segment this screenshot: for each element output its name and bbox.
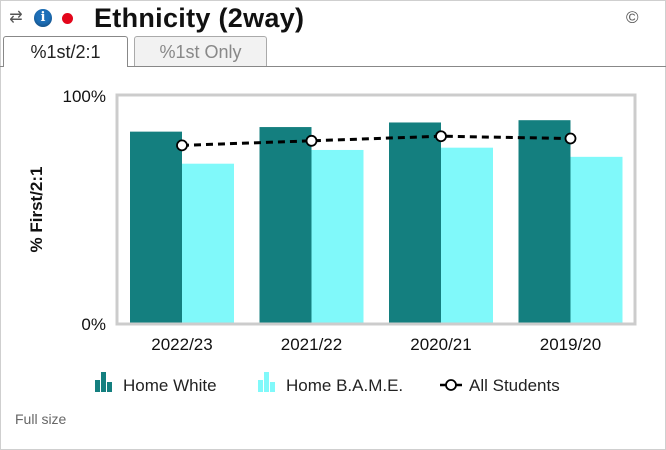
point-all-students-2 bbox=[435, 130, 447, 143]
bar-home-white-1 bbox=[259, 127, 312, 323]
full-size-link[interactable]: Full size bbox=[15, 411, 67, 427]
bar-home-b-a-m-e-2 bbox=[441, 147, 493, 323]
point-all-students-0 bbox=[176, 139, 188, 152]
line-all-students bbox=[181, 134, 571, 147]
tab-first-only[interactable]: %1st Only bbox=[134, 36, 267, 66]
legend-all-students-label: All Students bbox=[469, 376, 560, 395]
bar-home-b-a-m-e-3 bbox=[570, 156, 623, 323]
bar-chart: 100% 0% % First/2:1 2022/23 2021/22 2020/21 20… bbox=[27, 87, 637, 395]
bar-home-white-0 bbox=[130, 131, 182, 323]
legend-all-students-marker bbox=[445, 379, 457, 391]
legend-home-b-a-m-e-label: Home B.A.M.E. bbox=[286, 376, 403, 395]
chart-title: Ethnicity (2way) bbox=[94, 3, 305, 33]
legend-home-b-a-m-e-icon-bar-2 bbox=[270, 382, 275, 392]
tab-bar: %1st/2:1 %1st Only bbox=[0, 36, 666, 68]
bar-home-white-3 bbox=[518, 120, 571, 323]
legend-home-white-icon-bar-1 bbox=[101, 372, 106, 392]
legend-home-b-a-m-e[interactable]: Home B.A.M.E. bbox=[258, 372, 403, 395]
copyright-icon[interactable]: © bbox=[626, 8, 639, 27]
y-tick-label-0: 0% bbox=[81, 315, 106, 334]
bar-home-b-a-m-e-1 bbox=[311, 149, 364, 323]
bar-home-white-2 bbox=[389, 122, 441, 323]
info-icon[interactable]: i bbox=[34, 9, 52, 27]
legend-home-b-a-m-e-icon-bar-1 bbox=[264, 372, 269, 392]
y-axis-label: % First/2:1 bbox=[27, 167, 46, 253]
legend-home-white[interactable]: Home White bbox=[95, 372, 217, 395]
bar-home-b-a-m-e-0 bbox=[182, 163, 234, 323]
tab-first-upper-second[interactable]: %1st/2:1 bbox=[3, 36, 128, 67]
status-dot-icon bbox=[62, 13, 73, 24]
y-tick-label-100: 100% bbox=[63, 87, 106, 106]
refresh-icon[interactable]: ⇄ bbox=[9, 9, 23, 26]
point-all-students-3 bbox=[564, 132, 577, 145]
x-tick-label-3: 2019/20 bbox=[540, 335, 601, 354]
x-tick-label-0: 2022/23 bbox=[151, 335, 212, 354]
legend-home-b-a-m-e-icon-bar-0 bbox=[258, 380, 263, 392]
point-all-students-1 bbox=[305, 134, 318, 147]
legend-all-students[interactable]: All Students bbox=[440, 376, 560, 395]
tab-baseline bbox=[0, 66, 666, 67]
x-tick-label-1: 2021/22 bbox=[281, 335, 342, 354]
chart-header: ⇄ i Ethnicity (2way) © bbox=[0, 0, 666, 38]
x-tick-label-2: 2020/21 bbox=[410, 335, 471, 354]
legend-home-white-icon-bar-2 bbox=[107, 382, 112, 392]
legend-home-white-label: Home White bbox=[123, 376, 217, 395]
legend-home-white-icon-bar-0 bbox=[95, 380, 100, 392]
